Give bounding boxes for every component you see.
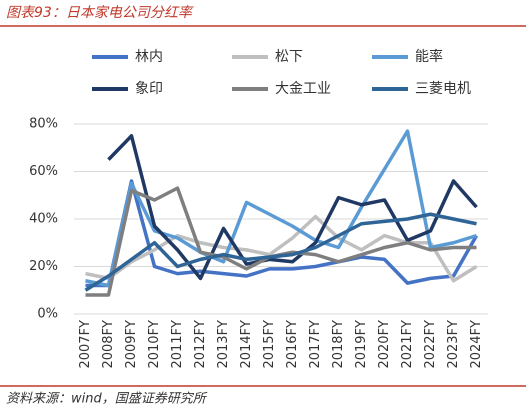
x-tick-label: 2012FY [193,320,208,369]
y-tick-label: 60% [29,164,58,179]
series-line [107,134,478,281]
x-tick-label: 2016FY [285,320,300,369]
y-tick-label: 20% [29,259,58,274]
x-tick-label: 2011FY [170,320,185,369]
x-tick-label: 2019FY [354,320,369,369]
x-tick-label: 2009FY [124,320,139,369]
x-tick-label: 2023FY [446,320,461,369]
x-tick-label: 2014FY [239,320,254,369]
legend-label: 能率 [415,48,443,65]
source: 资料来源：wind，国盛证券研究所 [6,391,208,407]
x-tick-label: 2022FY [423,320,438,369]
x-tick-label: 2013FY [216,320,231,369]
legend-label: 大金工业 [275,81,331,97]
x-tick-label: 2015FY [262,320,277,369]
series-line [85,129,478,288]
legend-label: 三菱电机 [415,81,471,97]
legend-label: 林内 [135,49,163,65]
x-tick-label: 2010FY [147,320,162,369]
legend-label: 松下 [275,49,303,65]
chart-title: 图表93：日本家电公司分红率 [6,5,194,21]
y-tick-label: 40% [29,212,58,227]
x-tick-label: 2008FY [101,320,116,369]
series-line [84,212,477,292]
x-tick-label: 2017FY [308,320,323,369]
x-tick-label: 2024FY [469,320,484,369]
legend-label: 象印 [135,81,163,97]
y-tick-label: 0% [37,307,58,322]
y-tick-label: 80% [29,117,58,132]
x-tick-label: 2020FY [377,320,392,369]
x-tick-label: 2021FY [400,320,415,369]
x-tick-label: 2018FY [331,320,346,369]
x-tick-label: 2007FY [78,320,93,369]
